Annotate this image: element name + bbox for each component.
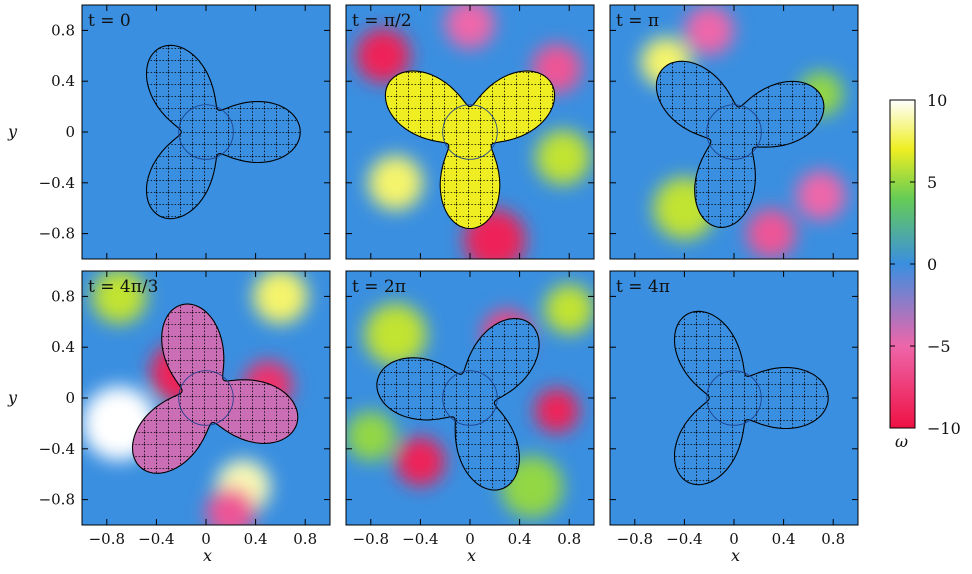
- vorticity-region: [534, 388, 580, 434]
- colorbar-tick-label: −5: [927, 337, 951, 356]
- x-tick-label: 0.4: [772, 530, 796, 548]
- inner-circle: [706, 104, 762, 160]
- x-tick-label: 0: [201, 530, 211, 548]
- vorticity-region: [355, 28, 411, 84]
- vorticity-region: [746, 208, 796, 259]
- panel-time-label: t = 0: [88, 11, 131, 31]
- x-tick-label: −0.8: [89, 530, 125, 548]
- panel-3: t = π: [609, 4, 859, 260]
- y-tick-label: −0.8: [39, 491, 75, 509]
- x-tick-label: −0.8: [617, 530, 653, 548]
- panel-time-label: t = 4π/3: [88, 277, 158, 297]
- panel-time-label: t = 2π: [352, 277, 406, 297]
- vorticity-region: [684, 5, 734, 56]
- y-tick-label: −0.4: [39, 174, 75, 192]
- body-hatch: [385, 71, 555, 229]
- body-outline: [673, 310, 829, 486]
- body-outline: [131, 303, 299, 474]
- x-tick-label: 0: [729, 530, 739, 548]
- colorbar-ticks: 10 5 0 −5 −10: [890, 91, 961, 438]
- panel-time-label: t = 4π: [616, 277, 670, 297]
- x-tick-label: −0.4: [138, 530, 174, 548]
- x-tick-label: −0.4: [402, 530, 438, 548]
- x-axis-label: x: [731, 546, 740, 565]
- y-tick-label: 0: [65, 123, 75, 141]
- vorticity-region: [544, 284, 594, 334]
- y-tick-label: 0.4: [51, 72, 75, 90]
- x-tick-label: −0.4: [666, 530, 702, 548]
- body-hatch: [146, 45, 301, 219]
- x-tick-label: 0.8: [293, 530, 317, 548]
- vorticity-region: [364, 303, 427, 366]
- vorticity-region: [395, 436, 446, 487]
- x-tick-label: 0.8: [821, 530, 845, 548]
- colorbar-tick-label: 0: [927, 255, 937, 274]
- inner-circle: [442, 104, 498, 160]
- y-tick-label: −0.4: [39, 440, 75, 458]
- x-tick-label: 0.4: [508, 530, 532, 548]
- x-tick-label: 0: [465, 530, 475, 548]
- panel-2: t = π/2: [345, 4, 595, 260]
- body-hatch: [656, 61, 824, 228]
- vorticity-region: [368, 155, 423, 211]
- x-axis-label: x: [203, 546, 212, 565]
- inner-circle: [178, 370, 234, 426]
- y-tick-label: 0.4: [51, 338, 75, 356]
- body-outline: [376, 318, 540, 491]
- body-outline: [145, 44, 301, 220]
- vorticity-region: [253, 271, 308, 324]
- body-outline: [384, 70, 556, 230]
- y-tick-label: 0.8: [51, 21, 75, 39]
- y-tick-label: 0.8: [51, 287, 75, 305]
- body-outline: [655, 60, 825, 228]
- colorbar-tick-label: −10: [927, 419, 961, 438]
- vorticity-region: [796, 170, 846, 221]
- x-tick-label: 0.4: [244, 530, 268, 548]
- y-axis-label: y: [7, 388, 18, 407]
- x-tick-label: −0.8: [353, 530, 389, 548]
- vorticity-region: [445, 5, 495, 49]
- axes-labels: 0.8 0.4 0 −0.4 −0.8 y 0.8 0.4 0 −0.4 −0.8 y −0.8 −0.4…: [7, 21, 845, 565]
- inner-circle: [706, 370, 762, 426]
- y-tick-label: −0.8: [39, 225, 75, 243]
- body-hatch: [674, 311, 829, 485]
- panels-group: t = 0 t = π/2 t = π t = 4π/3 t = 2π t = 4π: [81, 4, 859, 526]
- colorbar-label: ω: [895, 432, 908, 451]
- body-hatch: [376, 318, 540, 491]
- panel-1: t = 0: [81, 4, 331, 260]
- panel-4: t = 4π/3: [81, 270, 331, 526]
- y-axis-label: y: [7, 122, 18, 141]
- panel-5: t = 2π: [345, 270, 595, 526]
- y-tick-label: 0: [65, 389, 75, 407]
- panel-time-label: t = π/2: [352, 11, 412, 31]
- colorbar-tick-label: 10: [927, 91, 947, 110]
- panel-time-label: t = π: [616, 11, 659, 31]
- inner-circle: [442, 370, 498, 426]
- x-tick-label: 0.8: [557, 530, 581, 548]
- inner-circle: [178, 104, 234, 160]
- vorticity-region: [206, 487, 256, 525]
- vorticity-region: [91, 271, 147, 324]
- vorticity-region: [535, 130, 591, 185]
- body-hatch: [132, 304, 298, 474]
- colorbar-tick-label: 5: [927, 173, 937, 192]
- panel-6: t = 4π: [609, 270, 859, 526]
- colorbar: 10 5 0 −5 −10 ω: [889, 91, 961, 451]
- vorticity-region: [346, 411, 396, 461]
- x-axis-label: x: [467, 546, 476, 565]
